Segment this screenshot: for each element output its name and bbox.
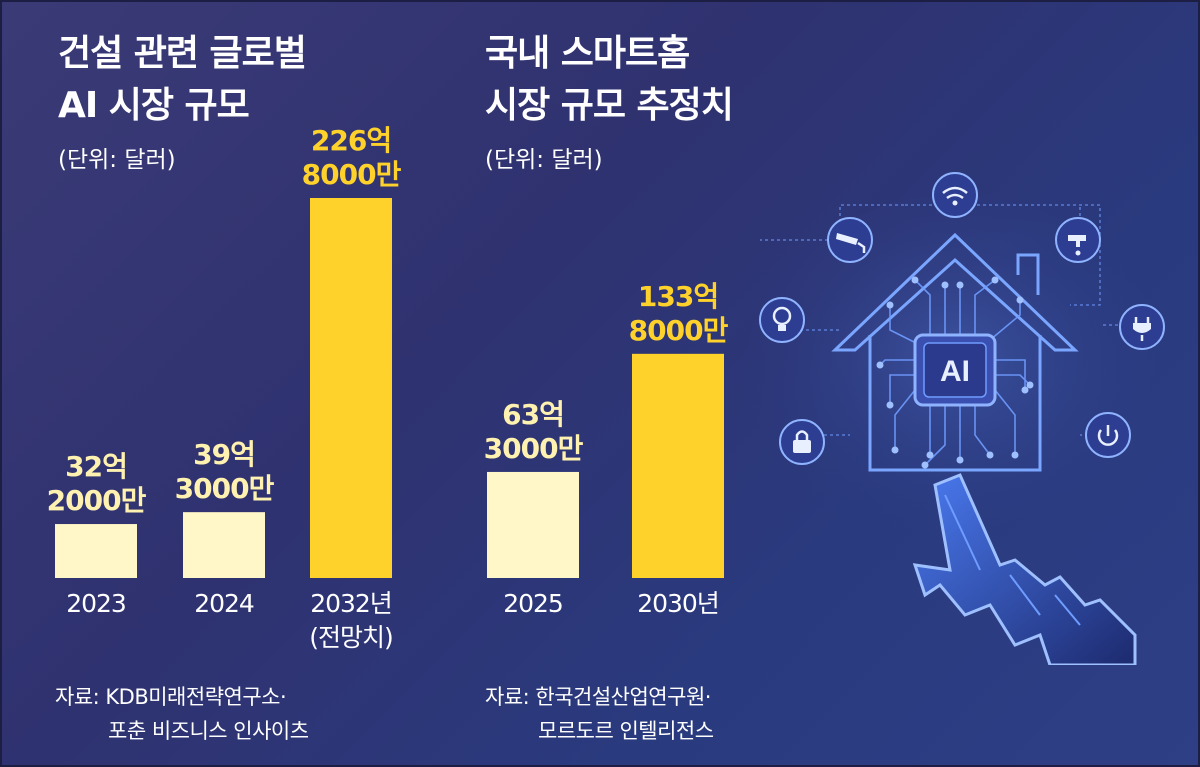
chart1-source: 자료: KDB미래전략연구소· 포춘 비즈니스 인사이츠: [55, 680, 309, 748]
lightbulb-icon: [759, 297, 805, 343]
hand-cursor-icon: [912, 473, 1137, 665]
power-icon: [1085, 412, 1131, 458]
chart2-source: 자료: 한국건설산업연구원· 모르도르 인텔리전스: [485, 680, 714, 748]
value-label-1-1: 2000만: [47, 484, 147, 517]
chart1-title: 건설 관련 글로벌 AI 시장 규모: [58, 28, 307, 132]
chart2-title-line2: 시장 규모 추정치: [485, 85, 734, 126]
circuit-traces: [879, 279, 1031, 466]
value-label-2-1: 3000만: [484, 432, 584, 465]
value-label-1-3: 226억: [311, 124, 391, 157]
value-label-2-2: 8000만: [629, 314, 729, 347]
category-label-2-2: 2030년: [637, 589, 719, 618]
value-label-1-2: 3000만: [175, 472, 275, 505]
category-label-1-1: 2023: [66, 589, 126, 618]
camera-icon: [827, 217, 873, 263]
bar-1-1: [55, 524, 137, 578]
smart-home-illustration: AI: [745, 172, 1165, 665]
bar-1-2: [183, 512, 265, 578]
value-label-1-3: 8000만: [302, 158, 402, 191]
bar-2-2: [632, 353, 724, 578]
chart2-title: 국내 스마트홈 시장 규모 추정치: [485, 28, 734, 132]
category-label-1-3: 2032년: [310, 589, 392, 618]
ai-chip-icon: AI: [913, 333, 997, 407]
chart1-title-line1: 건설 관련 글로벌: [58, 33, 307, 74]
circuit-nodes: [876, 276, 1034, 469]
plug-icon: [1119, 304, 1165, 350]
chart2-unit: (단위: 달러): [485, 147, 603, 173]
bar-2-1: [487, 471, 579, 578]
value-label-2-2: 133억: [638, 280, 718, 313]
category-sublabel-1-3: (전망치): [309, 623, 393, 652]
wifi-icon: [932, 172, 978, 218]
faucet-icon: [1055, 217, 1101, 263]
chart1-source-line1: 자료: KDB미래전략연구소·: [55, 685, 287, 709]
chart1-title-line2: AI 시장 규모: [58, 85, 250, 126]
bar-1-3: [310, 198, 392, 578]
house-outline-icon: [831, 232, 1079, 472]
category-label-1-2: 2024: [194, 589, 254, 618]
chart2-source-line2: 모르도르 인텔리전스: [538, 719, 714, 743]
lock-icon: [779, 419, 825, 465]
value-label-1-2: 39억: [193, 438, 255, 471]
chart1-source-line2: 포춘 비즈니스 인사이츠: [108, 719, 309, 743]
chart2-title-line1: 국내 스마트홈: [485, 33, 690, 74]
chart2-source-line1: 자료: 한국건설산업연구원·: [485, 685, 711, 709]
value-label-1-1: 32억: [65, 450, 127, 483]
category-label-2-1: 2025: [503, 589, 563, 618]
ai-chip-label: AI: [940, 355, 970, 388]
chart1-unit: (단위: 달러): [58, 147, 176, 173]
value-label-2-1: 63억: [502, 398, 564, 431]
